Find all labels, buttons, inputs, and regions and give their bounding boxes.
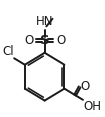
Text: OH: OH <box>83 100 101 113</box>
Text: O: O <box>80 80 89 93</box>
Text: O: O <box>56 34 65 47</box>
Text: Cl: Cl <box>2 45 14 58</box>
Text: S: S <box>40 34 49 47</box>
Text: HN: HN <box>35 15 53 28</box>
Text: O: O <box>24 34 33 47</box>
